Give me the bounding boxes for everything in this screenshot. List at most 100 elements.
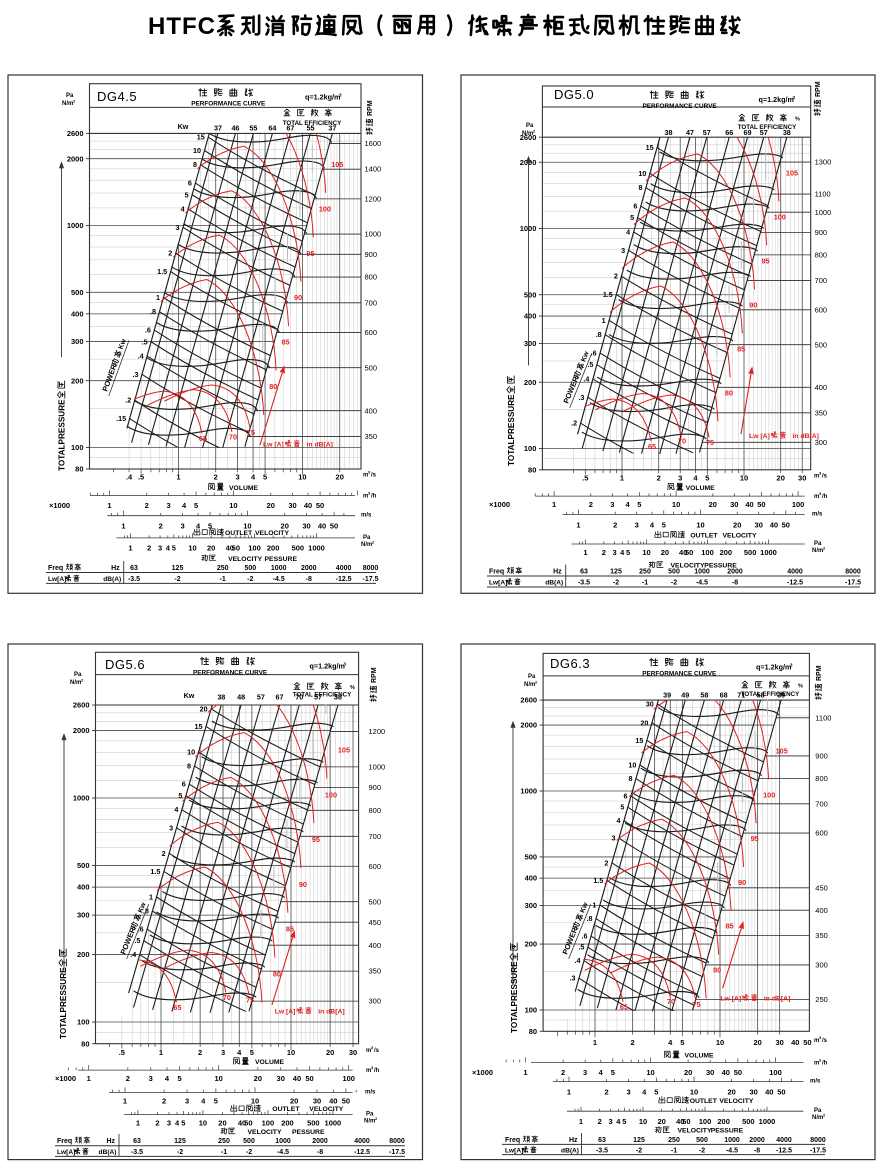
svg-text:N/m: N/m xyxy=(361,542,372,548)
svg-text:Pa: Pa xyxy=(526,123,534,129)
svg-text:30: 30 xyxy=(646,699,654,708)
svg-text:1: 1 xyxy=(552,500,556,509)
svg-text:6: 6 xyxy=(188,179,192,188)
svg-text:%: % xyxy=(350,685,355,691)
svg-text:.2: .2 xyxy=(571,419,577,428)
svg-text:1200: 1200 xyxy=(369,727,386,736)
svg-text:200: 200 xyxy=(717,1117,730,1126)
svg-text:100: 100 xyxy=(525,1006,538,1015)
svg-text:1.5: 1.5 xyxy=(150,867,160,876)
svg-text:20: 20 xyxy=(326,1048,334,1057)
svg-text:2: 2 xyxy=(162,849,166,858)
svg-text:500: 500 xyxy=(742,1117,755,1126)
svg-text:4: 4 xyxy=(693,474,698,483)
svg-text:4: 4 xyxy=(599,1068,604,1077)
svg-text:90: 90 xyxy=(294,293,302,302)
svg-text:.5: .5 xyxy=(578,943,584,952)
svg-text:20: 20 xyxy=(640,718,648,727)
svg-text:400: 400 xyxy=(369,941,382,950)
svg-text:100: 100 xyxy=(325,790,337,799)
svg-text:15: 15 xyxy=(194,722,202,731)
svg-text:.8: .8 xyxy=(150,307,156,316)
svg-text:DG5.0: DG5.0 xyxy=(554,87,594,102)
svg-text:PERFORMANCE CURVE: PERFORMANCE CURVE xyxy=(191,101,266,108)
svg-text:40: 40 xyxy=(745,500,753,509)
svg-text:5: 5 xyxy=(177,1074,181,1083)
svg-text:900: 900 xyxy=(815,752,828,761)
svg-text:1: 1 xyxy=(156,293,160,302)
svg-text:m/s: m/s xyxy=(810,1079,821,1085)
svg-text:800: 800 xyxy=(369,806,382,815)
svg-text:Kw: Kw xyxy=(579,901,590,914)
svg-text:40: 40 xyxy=(770,521,778,530)
svg-text:Lw[A]: Lw[A] xyxy=(489,580,507,587)
svg-text:3: 3 xyxy=(158,543,162,552)
svg-text:400: 400 xyxy=(815,906,828,915)
svg-text:RPM: RPM xyxy=(371,667,378,683)
svg-text:Pa: Pa xyxy=(66,93,74,99)
svg-text:300: 300 xyxy=(369,997,382,1006)
svg-text:1: 1 xyxy=(149,893,153,902)
svg-text:900: 900 xyxy=(365,250,378,259)
svg-text:N/m: N/m xyxy=(70,680,81,686)
svg-text:Kw: Kw xyxy=(184,691,195,700)
svg-text:10: 10 xyxy=(243,522,251,531)
svg-text:20: 20 xyxy=(753,1038,761,1047)
svg-text:1: 1 xyxy=(523,1068,527,1077)
svg-text:80: 80 xyxy=(529,1027,537,1036)
svg-text:Kw: Kw xyxy=(178,122,189,131)
svg-text:50: 50 xyxy=(330,522,338,531)
svg-text:200: 200 xyxy=(77,950,90,959)
svg-text:2: 2 xyxy=(823,1113,826,1118)
svg-text:10: 10 xyxy=(298,473,306,482)
svg-text:5: 5 xyxy=(626,548,630,557)
svg-text:/h: /h xyxy=(371,494,377,500)
svg-text:20: 20 xyxy=(709,500,717,509)
svg-text:40: 40 xyxy=(293,1074,301,1083)
svg-text:-3.5: -3.5 xyxy=(131,1149,143,1156)
svg-text:80: 80 xyxy=(725,389,733,398)
svg-text:40: 40 xyxy=(304,501,312,510)
svg-text:30: 30 xyxy=(706,1068,714,1077)
svg-text:85: 85 xyxy=(726,922,734,931)
svg-text:250: 250 xyxy=(217,565,229,572)
svg-text:dB(A): dB(A) xyxy=(545,580,563,587)
svg-text:1000: 1000 xyxy=(275,1138,291,1145)
svg-text:8000: 8000 xyxy=(810,1137,826,1144)
svg-text:Kw: Kw xyxy=(580,350,591,363)
svg-text:4000: 4000 xyxy=(776,1137,792,1144)
svg-text:20: 20 xyxy=(254,1074,262,1083)
svg-text:10: 10 xyxy=(193,146,201,155)
svg-text:5: 5 xyxy=(214,1096,218,1105)
svg-text:600: 600 xyxy=(815,829,828,838)
svg-text:57: 57 xyxy=(760,128,768,137)
svg-text:20: 20 xyxy=(290,1096,298,1105)
svg-text:/s: /s xyxy=(371,473,377,479)
svg-text:20: 20 xyxy=(657,1117,665,1126)
svg-text:70: 70 xyxy=(667,997,675,1006)
svg-text:.5: .5 xyxy=(138,473,144,482)
svg-text:1: 1 xyxy=(176,473,180,482)
svg-text:400: 400 xyxy=(524,312,537,321)
svg-text:40: 40 xyxy=(791,1038,799,1047)
svg-text:4: 4 xyxy=(616,1117,621,1126)
svg-text:VELOCITY: VELOCITY xyxy=(671,563,705,570)
svg-text:69: 69 xyxy=(744,128,752,137)
svg-text:-2: -2 xyxy=(699,1148,705,1155)
svg-text:PERFORMANCE CURVE: PERFORMANCE CURVE xyxy=(642,670,717,677)
svg-text:RPM: RPM xyxy=(367,100,374,116)
svg-text:-1: -1 xyxy=(221,1149,227,1156)
svg-text:10: 10 xyxy=(287,1048,295,1057)
svg-text:4: 4 xyxy=(182,501,187,510)
svg-text:39: 39 xyxy=(663,691,671,700)
svg-text:Lw [A]: Lw [A] xyxy=(720,995,741,1002)
svg-text:VELOCITY: VELOCITY xyxy=(723,533,757,540)
svg-text:-1: -1 xyxy=(671,1148,677,1155)
svg-text:49: 49 xyxy=(681,691,689,700)
svg-text:8000: 8000 xyxy=(845,569,861,576)
svg-text:3: 3 xyxy=(166,501,170,510)
svg-text:dB(A): dB(A) xyxy=(103,576,121,583)
svg-text:3: 3 xyxy=(819,1057,822,1062)
svg-text:4: 4 xyxy=(196,522,201,531)
svg-text:300: 300 xyxy=(524,339,537,348)
